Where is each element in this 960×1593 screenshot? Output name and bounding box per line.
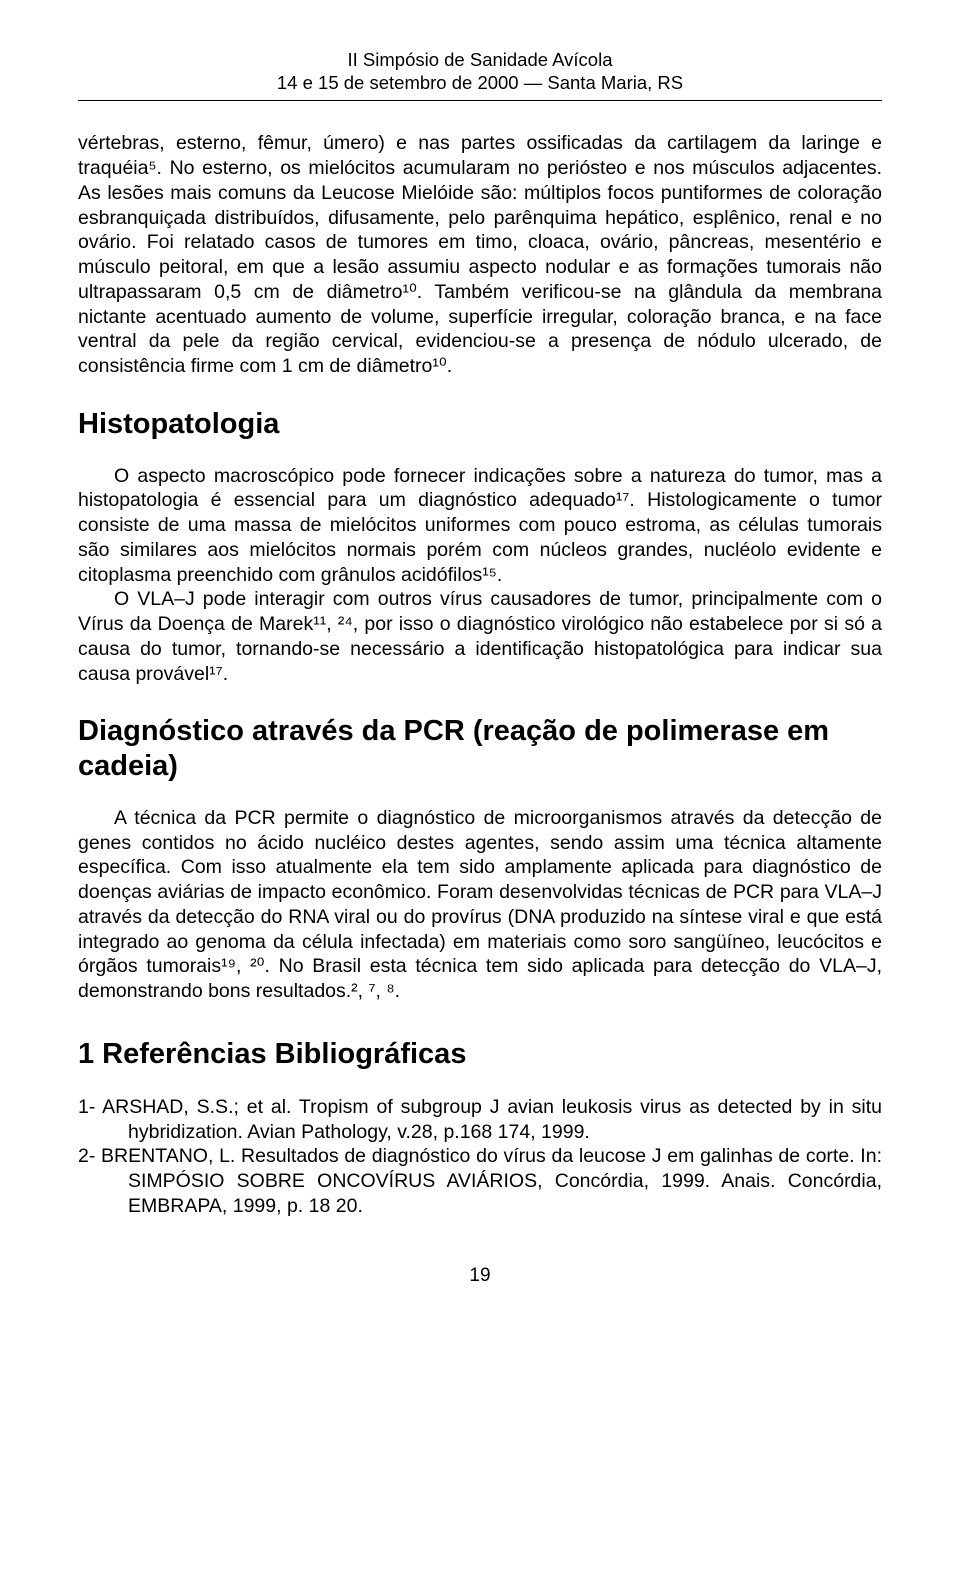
intro-paragraph: vértebras, esterno, fêmur, úmero) e nas … [78,131,882,379]
histopatologia-p2: O VLA–J pode interagir com outros vírus … [78,587,882,686]
reference-item: 2- BRENTANO, L. Resultados de diagnóstic… [78,1144,882,1218]
heading-referencias: 1 Referências Bibliográficas [78,1038,882,1071]
heading-pcr: Diagnóstico através da PCR (reação de po… [78,714,882,784]
header-line-1: II Simpósio de Sanidade Avícola [78,48,882,71]
page-number: 19 [78,1265,882,1287]
heading-histopatologia: Histopatologia [78,407,882,442]
pcr-p1: A técnica da PCR permite o diagnóstico d… [78,806,882,1004]
header-line-2: 14 e 15 de setembro de 2000 — Santa Mari… [78,71,882,94]
header-rule [78,100,882,101]
reference-item: 1- ARSHAD, S.S.; et al. Tropism of subgr… [78,1095,882,1145]
page-header: II Simpósio de Sanidade Avícola 14 e 15 … [78,48,882,94]
histopatologia-p1: O aspecto macroscópico pode fornecer ind… [78,464,882,588]
